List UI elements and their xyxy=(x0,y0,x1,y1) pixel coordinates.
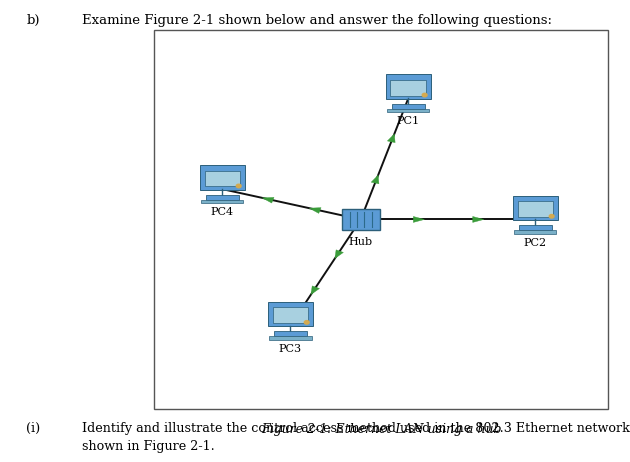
Circle shape xyxy=(422,93,427,97)
FancyBboxPatch shape xyxy=(386,74,431,99)
Text: Figure 2-1: Ethernet LAN using a hub: Figure 2-1: Ethernet LAN using a hub xyxy=(261,423,501,436)
Circle shape xyxy=(236,184,241,188)
Circle shape xyxy=(304,321,309,324)
Text: PC2: PC2 xyxy=(524,237,547,248)
Polygon shape xyxy=(387,134,395,143)
FancyBboxPatch shape xyxy=(517,201,553,217)
Polygon shape xyxy=(335,250,343,258)
Text: Identify and illustrate the control access method used in the 802.3 Ethernet net: Identify and illustrate the control acce… xyxy=(82,422,630,435)
Text: PC4: PC4 xyxy=(211,207,234,217)
FancyBboxPatch shape xyxy=(200,165,245,190)
Polygon shape xyxy=(472,217,484,222)
Text: b): b) xyxy=(26,14,40,27)
FancyBboxPatch shape xyxy=(513,196,558,220)
FancyBboxPatch shape xyxy=(392,104,425,109)
Text: PC1: PC1 xyxy=(397,116,420,126)
Polygon shape xyxy=(413,217,425,222)
FancyBboxPatch shape xyxy=(270,336,311,340)
FancyBboxPatch shape xyxy=(273,331,307,336)
FancyBboxPatch shape xyxy=(387,109,430,112)
FancyBboxPatch shape xyxy=(273,307,308,323)
FancyBboxPatch shape xyxy=(205,195,239,200)
FancyBboxPatch shape xyxy=(518,225,552,230)
FancyBboxPatch shape xyxy=(341,209,380,230)
Polygon shape xyxy=(262,197,274,203)
Text: Hub: Hub xyxy=(348,237,373,248)
Text: shown in Figure 2-1.: shown in Figure 2-1. xyxy=(82,440,215,453)
Polygon shape xyxy=(309,208,321,213)
Polygon shape xyxy=(311,286,319,294)
Text: (i): (i) xyxy=(26,422,41,435)
Polygon shape xyxy=(371,175,379,184)
FancyBboxPatch shape xyxy=(391,80,427,96)
FancyBboxPatch shape xyxy=(154,30,608,409)
FancyBboxPatch shape xyxy=(268,302,313,327)
Text: PC3: PC3 xyxy=(279,344,302,353)
FancyBboxPatch shape xyxy=(202,200,243,203)
FancyBboxPatch shape xyxy=(205,171,240,187)
FancyBboxPatch shape xyxy=(514,230,556,234)
Circle shape xyxy=(549,214,554,218)
Text: Examine Figure 2-1 shown below and answer the following questions:: Examine Figure 2-1 shown below and answe… xyxy=(82,14,552,27)
